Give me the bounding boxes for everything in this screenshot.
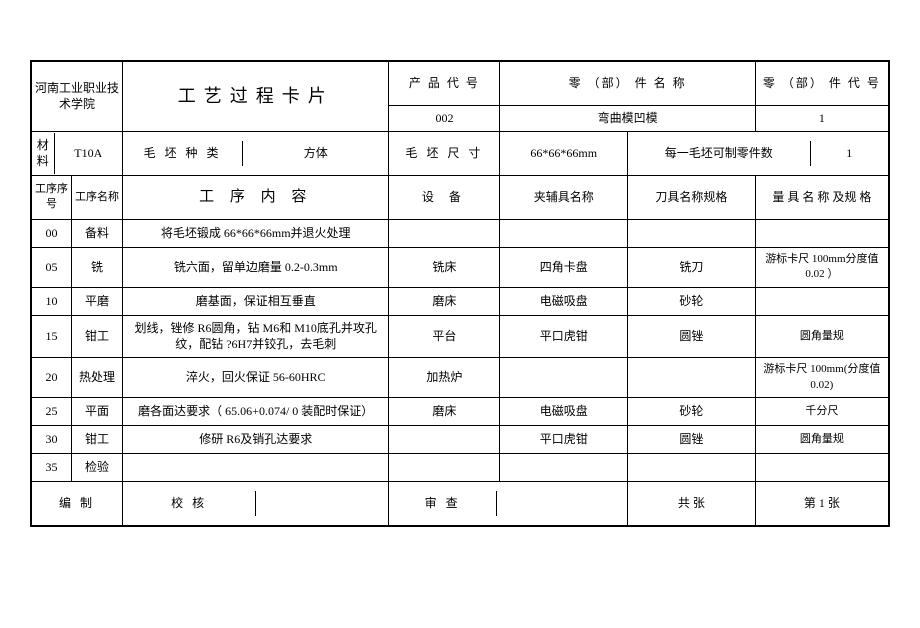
cell-fixture: 平口虎钳: [500, 425, 628, 453]
cell-name: 钳工: [71, 425, 122, 453]
footer-page-no: 第 1 张: [755, 481, 888, 525]
blank-size: 66*66*66mm: [500, 131, 628, 175]
cell-no: 10: [32, 287, 72, 315]
cell-measure: 圆角量规: [755, 315, 888, 358]
cell-name: 热处理: [71, 358, 122, 398]
main-table: 河南工业职业技术学院 工艺过程卡片 产 品 代 号 零 （部） 件 名 称 零 …: [31, 61, 889, 526]
process-card: 河南工业职业技术学院 工艺过程卡片 产 品 代 号 零 （部） 件 名 称 零 …: [30, 60, 890, 527]
blank-type: 方体: [242, 141, 388, 166]
material-label: 材料: [32, 133, 54, 175]
cell-measure: 游标卡尺 100mm分度值 0.02 ）: [755, 247, 888, 287]
table-row: 10平磨磨基面，保证相互垂直磨床电磁吸盘砂轮: [32, 287, 889, 315]
footer-compile: 编 制: [32, 481, 123, 525]
school-name: 河南工业职业技术学院: [32, 62, 123, 132]
cell-content: 淬火，回火保证 56-60HRC: [123, 358, 389, 398]
cell-name: 钳工: [71, 315, 122, 358]
blank-type-label: 毛 坯 种 类: [123, 141, 242, 166]
product-code: 002: [389, 106, 500, 132]
cell-no: 35: [32, 453, 72, 481]
col-seq-name: 工序名称: [71, 175, 122, 219]
per-blank-label: 每一毛坯可制零件数: [628, 141, 810, 166]
cell-equip: 磨床: [389, 287, 500, 315]
cell-equip: [389, 425, 500, 453]
cell-measure: [755, 453, 888, 481]
cell-tool: 砂轮: [628, 397, 756, 425]
table-row: 20热处理淬火，回火保证 56-60HRC加热炉 游标卡尺 100mm(分度值 0…: [32, 358, 889, 398]
footer-total-pages: 共 张: [628, 481, 756, 525]
cell-fixture: [500, 219, 628, 247]
cell-tool: [628, 358, 756, 398]
card-title: 工艺过程卡片: [123, 62, 389, 132]
material-row: 材料 T10A 毛 坯 种 类 方体 毛 坯 尺 寸 66*66*66mm 每一…: [32, 131, 889, 175]
material-value: T10A: [54, 133, 122, 175]
cell-no: 05: [32, 247, 72, 287]
col-tool: 刀具名称规格: [628, 175, 756, 219]
cell-tool: [628, 453, 756, 481]
cell-tool: 砂轮: [628, 287, 756, 315]
col-fixture: 夹辅具名称: [500, 175, 628, 219]
cell-fixture: 电磁吸盘: [500, 397, 628, 425]
table-row: 05铣铣六面，留单边磨量 0.2-0.3mm铣床四角卡盘铣刀游标卡尺 100mm…: [32, 247, 889, 287]
cell-no: 30: [32, 425, 72, 453]
cell-measure: [755, 287, 888, 315]
cell-name: 检验: [71, 453, 122, 481]
cell-measure: [755, 219, 888, 247]
cell-fixture: 电磁吸盘: [500, 287, 628, 315]
part-code: 1: [755, 106, 888, 132]
col-equip: 设 备: [389, 175, 500, 219]
cell-content: 铣六面，留单边磨量 0.2-0.3mm: [123, 247, 389, 287]
table-row: 15钳工划线，锉修 R6圆角，钻 M6和 M10底孔并攻孔纹，配钻 ?6H7并铰…: [32, 315, 889, 358]
product-code-label: 产 品 代 号: [389, 62, 500, 106]
cell-measure: 圆角量规: [755, 425, 888, 453]
cell-content: 将毛坯锻成 66*66*66mm并退火处理: [123, 219, 389, 247]
per-blank: 1: [810, 141, 888, 166]
footer-review: 审 查: [389, 491, 496, 516]
cell-content: 磨基面，保证相互垂直: [123, 287, 389, 315]
col-content: 工 序 内 容: [123, 175, 389, 219]
cell-tool: 圆锉: [628, 315, 756, 358]
cell-equip: [389, 453, 500, 481]
cell-equip: 加热炉: [389, 358, 500, 398]
table-row: 00备料将毛坯锻成 66*66*66mm并退火处理: [32, 219, 889, 247]
cell-no: 25: [32, 397, 72, 425]
cell-equip: 磨床: [389, 397, 500, 425]
cell-equip: 铣床: [389, 247, 500, 287]
cell-fixture: 四角卡盘: [500, 247, 628, 287]
cell-tool: [628, 219, 756, 247]
part-name: 弯曲模凹模: [500, 106, 755, 132]
cell-no: 15: [32, 315, 72, 358]
cell-content: [123, 453, 389, 481]
footer-row: 编 制 校 核 审 查 共 张 第 1 张: [32, 481, 889, 525]
cell-name: 铣: [71, 247, 122, 287]
cell-name: 平面: [71, 397, 122, 425]
blank-size-label: 毛 坯 尺 寸: [389, 131, 500, 175]
table-row: 30钳工修研 R6及销孔达要求 平口虎钳圆锉圆角量规: [32, 425, 889, 453]
cell-fixture: [500, 358, 628, 398]
cell-name: 平磨: [71, 287, 122, 315]
col-seq-no: 工序序号: [32, 175, 72, 219]
header-row-1: 河南工业职业技术学院 工艺过程卡片 产 品 代 号 零 （部） 件 名 称 零 …: [32, 62, 889, 106]
cell-content: 划线，锉修 R6圆角，钻 M6和 M10底孔并攻孔纹，配钻 ?6H7并铰孔，去毛…: [123, 315, 389, 358]
cell-name: 备料: [71, 219, 122, 247]
cell-measure: 千分尺: [755, 397, 888, 425]
cell-measure: 游标卡尺 100mm(分度值 0.02): [755, 358, 888, 398]
cell-content: 修研 R6及销孔达要求: [123, 425, 389, 453]
col-measure: 量 具 名 称 及规 格: [755, 175, 888, 219]
cell-tool: 铣刀: [628, 247, 756, 287]
footer-check: 校 核: [123, 491, 256, 516]
part-code-label: 零 （部） 件 代 号: [755, 62, 888, 106]
column-header-row: 工序序号 工序名称 工 序 内 容 设 备 夹辅具名称 刀具名称规格 量 具 名…: [32, 175, 889, 219]
cell-content: 磨各面达要求（ 65.06+0.074/ 0 装配时保证）: [123, 397, 389, 425]
table-row: 35检验: [32, 453, 889, 481]
cell-equip: 平台: [389, 315, 500, 358]
cell-tool: 圆锉: [628, 425, 756, 453]
cell-fixture: [500, 453, 628, 481]
part-name-label: 零 （部） 件 名 称: [500, 62, 755, 106]
cell-no: 20: [32, 358, 72, 398]
cell-no: 00: [32, 219, 72, 247]
cell-equip: [389, 219, 500, 247]
cell-fixture: 平口虎钳: [500, 315, 628, 358]
table-row: 25平面磨各面达要求（ 65.06+0.074/ 0 装配时保证）磨床电磁吸盘砂…: [32, 397, 889, 425]
